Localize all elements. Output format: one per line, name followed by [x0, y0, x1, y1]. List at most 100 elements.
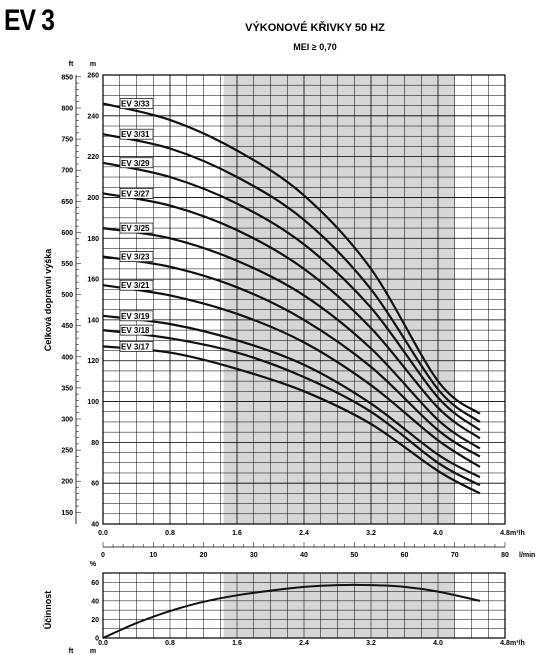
- efficiency-frame: [102, 572, 506, 639]
- x-tick-label-lmin: 20: [200, 552, 208, 559]
- pump-curve-ev-3-25: [102, 227, 481, 450]
- plot-frame: [102, 74, 506, 525]
- pump-curve-ev-3-31: [102, 133, 481, 423]
- efficiency-x-tick-label: 0.8: [165, 640, 175, 647]
- x-tick-label-m3h: 1.6: [232, 530, 242, 537]
- curve-label-ev-3-18: EV 3/18: [121, 326, 150, 335]
- curve-label-ev-3-17: EV 3/17: [121, 342, 150, 351]
- y-tick-label-ft: 450: [61, 323, 73, 330]
- curve-label-ev-3-33: EV 3/33: [121, 100, 150, 109]
- chart-title: VÝKONOVÉ KŘIVKY 50 HZ: [245, 22, 385, 34]
- y-tick-label-ft: 850: [61, 74, 73, 81]
- y-tick-label-ft: 500: [61, 292, 73, 299]
- pump-curve-ev-3-18: [102, 329, 481, 487]
- y-tick-label-ft: 150: [61, 510, 73, 517]
- y-tick-label-m: 240: [87, 113, 99, 120]
- pump-curve-ev-3-33: [102, 102, 481, 415]
- efficiency-unit-pct: %: [90, 561, 97, 568]
- efficiency-x-tick-label: 0.0: [98, 640, 108, 647]
- y-tick-label-ft: 350: [61, 385, 73, 392]
- y-tick-label-m: 160: [87, 277, 99, 284]
- efficiency-y-tick-label: 40: [91, 598, 99, 605]
- y-tick-label-ft: 600: [61, 230, 73, 237]
- y-tick-label-m: 180: [87, 236, 99, 243]
- x-tick-label-lmin: 0: [101, 552, 105, 559]
- y-tick-label-ft: 300: [61, 416, 73, 423]
- efficiency-shaded-range: [223, 573, 455, 638]
- y-tick-label-ft: 650: [61, 199, 73, 206]
- x-tick-label-lmin: 50: [350, 552, 358, 559]
- efficiency-y-tick-label: 0: [95, 636, 99, 643]
- curve-label-ev-3-25: EV 3/25: [121, 224, 150, 233]
- pump-curve-ev-3-19: [102, 314, 481, 479]
- y-tick-label-ft: 750: [61, 137, 73, 144]
- y-tick-label-m: 120: [87, 358, 99, 365]
- y-tick-label-ft: 800: [61, 105, 73, 112]
- pump-curve-ev-3-29: [102, 161, 481, 431]
- y-unit-ft: ft: [69, 61, 74, 68]
- curve-label-box: [119, 279, 154, 291]
- y-tick-label-m: 220: [87, 154, 99, 161]
- efficiency-x-tick-label: 4.0: [433, 640, 443, 647]
- y-tick-label-m: 60: [91, 481, 99, 488]
- efficiency-curve: [102, 583, 481, 639]
- x-tick-label-m3h: 0.8: [165, 530, 175, 537]
- curve-label-box: [119, 222, 154, 234]
- curve-label-box: [119, 324, 154, 336]
- x-tick-label-m3h: 3.2: [366, 530, 376, 537]
- curve-label-box: [119, 310, 154, 322]
- x-tick-label-lmin: 80: [501, 552, 509, 559]
- y-tick-label-ft: 400: [61, 354, 73, 361]
- chart-subtitle: MEI ≥ 0,70: [293, 42, 337, 52]
- x-tick-label-m3h: 4.0: [433, 530, 443, 537]
- curve-label-box: [119, 341, 154, 352]
- curve-label-ev-3-27: EV 3/27: [121, 189, 150, 198]
- pump-curve-ev-3-17: [102, 345, 481, 495]
- efficiency-axis-title: Účinnost: [42, 591, 53, 630]
- curve-label-ev-3-19: EV 3/19: [121, 312, 150, 321]
- x-tick-label-lmin: 30: [250, 552, 258, 559]
- curve-label-ev-3-21: EV 3/21: [121, 281, 150, 290]
- curve-label-box: [119, 128, 154, 140]
- y-tick-label-m: 40: [91, 522, 99, 529]
- curve-label-box: [119, 251, 154, 262]
- y-tick-label-m: 140: [87, 317, 99, 324]
- curve-label-ev-3-29: EV 3/29: [121, 159, 150, 168]
- efficiency-x-tick-label: 1.6: [232, 640, 242, 647]
- x-tick-label-lmin: 40: [300, 552, 308, 559]
- y-tick-label-m: 80: [91, 440, 99, 447]
- curve-label-box: [119, 157, 154, 169]
- pump-curve-ev-3-23: [102, 255, 481, 458]
- curve-label-box: [119, 188, 154, 199]
- x-unit-lmin: l/min: [519, 552, 535, 559]
- y-tick-label-ft: 700: [61, 168, 73, 175]
- x-tick-label-lmin: 10: [149, 552, 157, 559]
- x-tick-label-m3h: 4.8: [500, 530, 510, 537]
- y-tick-label-ft: 200: [61, 479, 73, 486]
- bottom-unit-ft: ft: [69, 648, 74, 655]
- efficiency-x-unit: m³/h: [510, 640, 525, 647]
- pump-curve-ev-3-27: [102, 192, 481, 440]
- x-tick-label-lmin: 70: [451, 552, 459, 559]
- x-tick-label-m3h: 0.0: [98, 530, 108, 537]
- efficiency-y-tick-label: 60: [91, 580, 99, 587]
- model-title: EV 3: [4, 4, 55, 37]
- pump-curve-ev-3-21: [102, 284, 481, 468]
- y-tick-label-m: 100: [87, 399, 99, 406]
- curve-label-ev-3-23: EV 3/23: [121, 253, 150, 262]
- y-tick-label-m: 260: [87, 73, 99, 80]
- bottom-unit-m: m: [90, 648, 96, 655]
- efficiency-x-tick-label: 2.4: [299, 640, 309, 647]
- y-unit-m: m: [90, 61, 96, 68]
- efficiency-y-tick-label: 20: [91, 617, 99, 624]
- x-tick-label-lmin: 60: [401, 552, 409, 559]
- curve-label-box: [119, 98, 154, 109]
- y-axis-title: Celková dopravní výška: [43, 248, 53, 352]
- efficiency-x-tick-label: 3.2: [366, 640, 376, 647]
- y-tick-label-m: 200: [87, 195, 99, 202]
- x-unit-m3h: m³/h: [510, 530, 525, 537]
- y-tick-label-ft: 250: [61, 448, 73, 455]
- y-tick-label-ft: 550: [61, 261, 73, 268]
- efficiency-x-tick-label: 4.8: [500, 640, 510, 647]
